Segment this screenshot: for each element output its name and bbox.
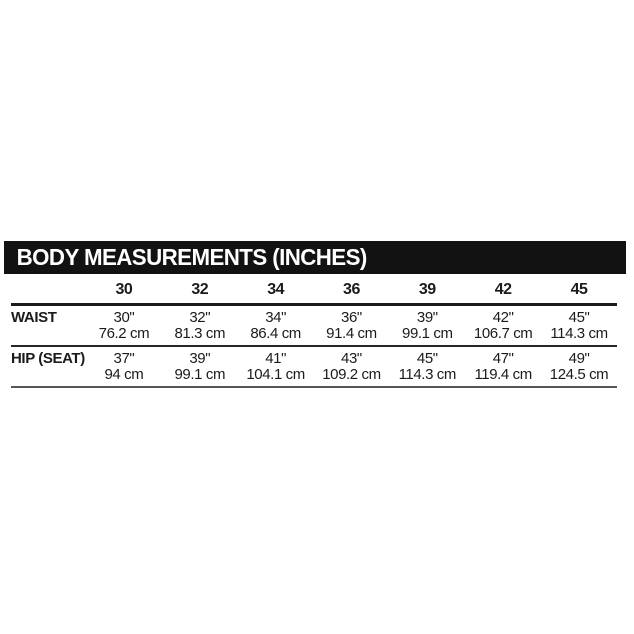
measurement-cell: 45" 114.3 cm — [541, 305, 617, 347]
inches-value: 47" — [492, 350, 514, 367]
cm-value: 106.7 cm — [473, 325, 533, 342]
page-title: BODY MEASUREMENTS (INCHES) — [16, 244, 368, 270]
inches-value: 39" — [416, 309, 438, 326]
inches-value: 30" — [113, 309, 135, 326]
cm-value: 86.4 cm — [250, 325, 301, 342]
inches-value: 39" — [189, 350, 211, 367]
measurement-cell: 34" 86.4 cm — [238, 305, 314, 347]
cm-value: 91.4 cm — [326, 325, 377, 342]
size-column-header: 36 — [343, 281, 360, 298]
inches-value: 49" — [568, 350, 590, 367]
row-label-hip: HIP (SEAT) — [11, 350, 85, 367]
inches-value: 45" — [416, 350, 438, 367]
measurement-cell: 47" 119.4 cm — [465, 346, 541, 387]
cm-value: 114.3 cm — [398, 366, 457, 383]
inches-value: 36" — [341, 309, 362, 326]
title-bar: BODY MEASUREMENTS (INCHES) — [4, 241, 626, 274]
size-column-header: 42 — [494, 281, 512, 298]
measurement-cell: 32" 81.3 cm — [162, 305, 238, 347]
size-column-header: 32 — [191, 281, 209, 298]
size-chart: BODY MEASUREMENTS (INCHES) 30 32 34 36 3… — [0, 241, 634, 388]
table-row-waist: WAIST 30" 76.2 cm 32" 81.3 cm 34" 86.4 c… — [11, 305, 617, 347]
measurement-cell: 36" 91.4 cm — [314, 305, 390, 347]
inches-value: 41" — [265, 350, 287, 367]
size-column-header: 34 — [267, 281, 284, 298]
cm-value: 114.3 cm — [550, 325, 608, 342]
measurement-cell: 30" 76.2 cm — [86, 305, 162, 347]
inches-value: 43" — [341, 350, 362, 367]
inches-value: 37" — [113, 350, 135, 367]
measurement-cell: 43" 109.2 cm — [314, 346, 390, 387]
measurement-cell: 42" 106.7 cm — [465, 305, 541, 347]
cm-value: 76.2 cm — [98, 325, 150, 342]
measurement-cell: 45" 114.3 cm — [389, 346, 465, 387]
cm-value: 109.2 cm — [322, 366, 381, 383]
corner-cell — [11, 274, 86, 305]
size-chart-table: 30 32 34 36 39 42 45 WAIST 30" 76.2 cm — [11, 274, 617, 388]
inches-value: 34" — [265, 309, 287, 326]
size-column-header: 39 — [418, 281, 436, 298]
cm-value: 99.1 cm — [174, 366, 226, 383]
table-row-hip: HIP (SEAT) 37" 94 cm 39" 99.1 cm 41" 104… — [11, 346, 617, 387]
inches-value: 42" — [492, 309, 514, 326]
cm-value: 104.1 cm — [246, 366, 305, 383]
measurement-cell: 39" 99.1 cm — [389, 305, 465, 347]
inches-value: 32" — [189, 309, 211, 326]
size-column-header: 45 — [570, 281, 588, 298]
cm-value: 81.3 cm — [174, 325, 226, 342]
cm-value: 99.1 cm — [402, 325, 453, 342]
measurement-cell: 41" 104.1 cm — [238, 346, 314, 387]
inches-value: 45" — [568, 309, 590, 326]
cm-value: 94 cm — [104, 366, 144, 383]
row-label-waist: WAIST — [11, 309, 57, 326]
size-column-header: 30 — [115, 281, 133, 298]
measurement-cell: 37" 94 cm — [86, 346, 162, 387]
cm-value: 119.4 cm — [474, 366, 532, 383]
measurement-cell: 49" 124.5 cm — [541, 346, 617, 387]
cm-value: 124.5 cm — [549, 366, 609, 383]
measurement-cell: 39" 99.1 cm — [162, 346, 238, 387]
size-header-row: 30 32 34 36 39 42 45 — [11, 274, 617, 305]
